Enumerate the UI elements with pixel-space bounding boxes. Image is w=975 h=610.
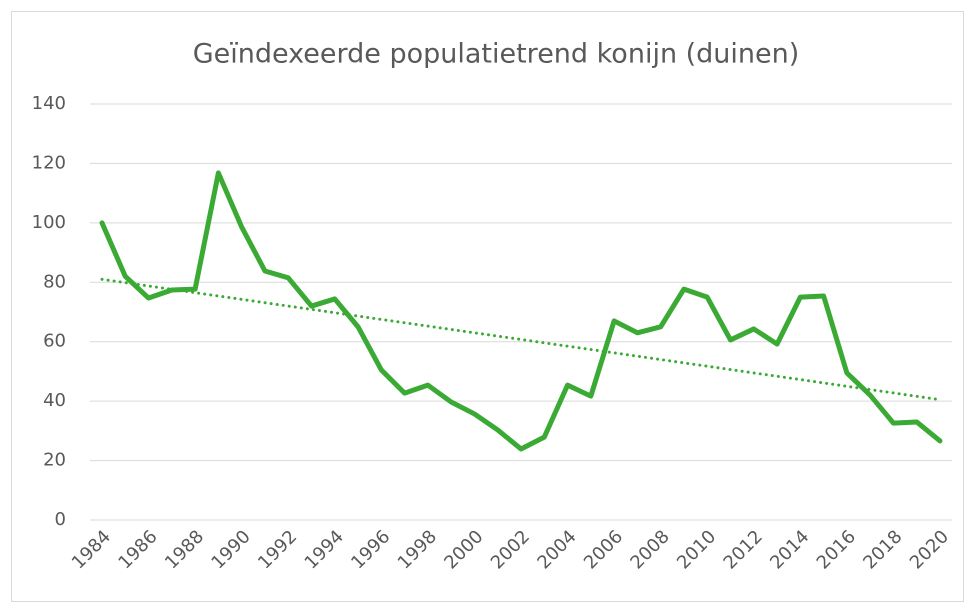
y-tick-label: 0 [55, 509, 66, 530]
chart-title: Geïndexeerde populatietrend konijn (duin… [193, 39, 800, 70]
y-tick-label: 120 [32, 152, 66, 173]
y-tick-label: 20 [43, 450, 66, 471]
y-tick-label: 40 [43, 390, 66, 411]
trendline [100, 277, 942, 402]
y-tick-label: 60 [43, 331, 66, 352]
y-tick-label: 140 [32, 93, 66, 114]
chart-border [11, 11, 964, 602]
y-tick-label: 100 [32, 212, 66, 233]
y-tick-label: 80 [43, 271, 66, 292]
line-series [99, 170, 943, 452]
